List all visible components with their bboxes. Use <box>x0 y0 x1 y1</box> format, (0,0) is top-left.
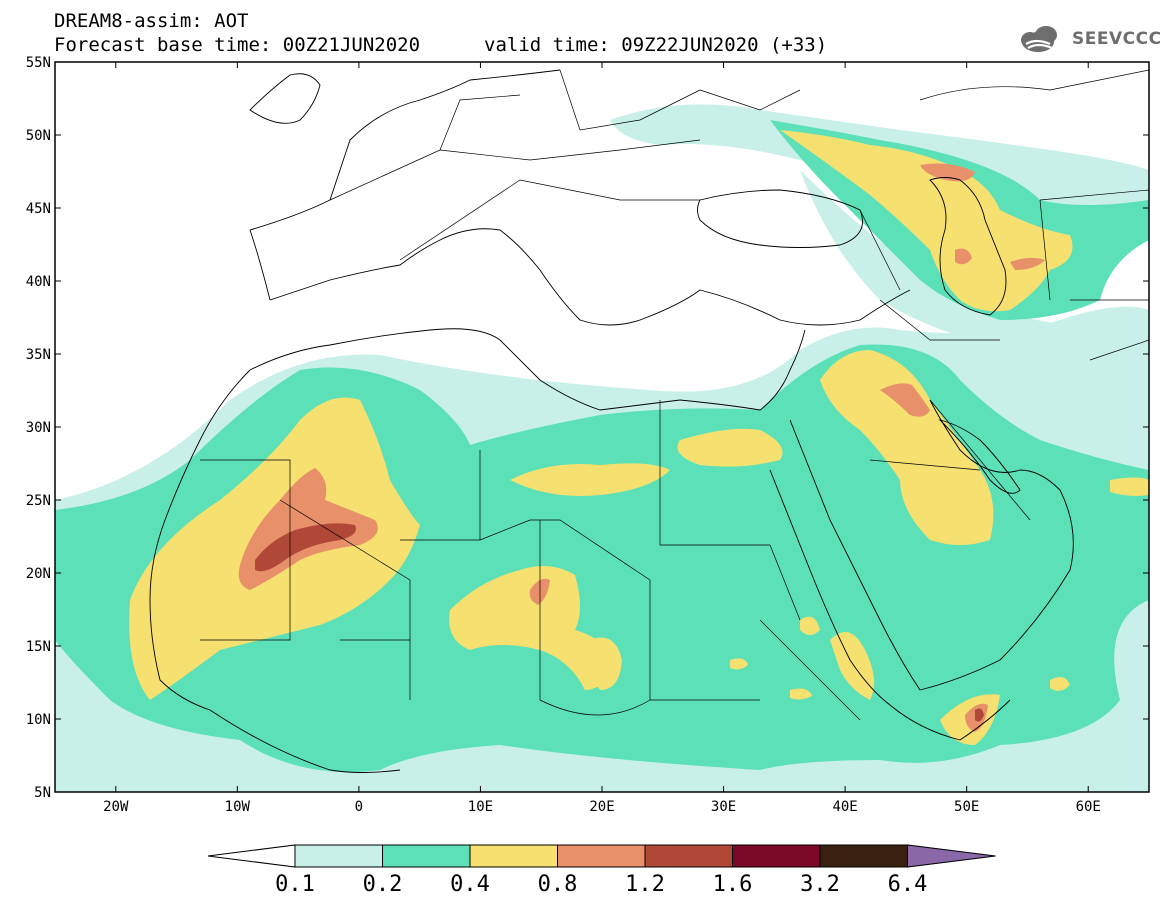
lon-label: 10W <box>225 799 251 815</box>
colorbar-label: 0.8 <box>538 872 578 897</box>
lon-label: 60E <box>1076 799 1101 815</box>
colorbar-label: 0.4 <box>450 872 490 897</box>
colorbar: 0.1 0.2 0.4 0.8 1.2 1.6 3.2 6.4 <box>207 844 996 897</box>
colorbar-label: 3.2 <box>800 872 840 897</box>
forecast-base-time: Forecast base time: 00Z21JUN2020 <box>54 34 421 56</box>
lat-label: 35N <box>26 347 51 363</box>
lat-label: 10N <box>26 712 51 728</box>
lon-axis: 20W 10W 0 10E 20E 30E 40E 50E 60E <box>103 62 1101 815</box>
aot-band-1.2 <box>255 523 984 722</box>
map-title: DREAM8-assim: AOT <box>54 10 249 32</box>
aot-field <box>55 62 1149 792</box>
logo-text: SEEVCCC <box>1072 29 1162 49</box>
colorbar-label: 0.1 <box>275 872 315 897</box>
coastlines <box>149 69 1074 773</box>
colorbar-low-arrow <box>207 844 296 868</box>
cloud-icon <box>1021 26 1057 52</box>
lat-label: 55N <box>26 55 51 71</box>
lon-label: 30E <box>711 799 736 815</box>
colorbar-segment <box>294 844 383 868</box>
lon-label: 0 <box>355 799 363 815</box>
lat-label: 20N <box>26 566 51 582</box>
colorbar-segment <box>382 844 471 868</box>
lon-label: 40E <box>832 799 857 815</box>
lon-label: 50E <box>954 799 979 815</box>
lat-label: 40N <box>26 274 51 290</box>
lat-label: 45N <box>26 201 51 217</box>
country-borders <box>200 69 1149 721</box>
lon-label: 20W <box>103 799 129 815</box>
lon-label: 20E <box>589 799 614 815</box>
lat-label: 50N <box>26 128 51 144</box>
seevccc-logo <box>1021 26 1057 52</box>
colorbar-label: 1.2 <box>625 872 665 897</box>
colorbar-high-arrow <box>907 844 996 868</box>
valid-time: valid time: 09Z22JUN2020 (+33) <box>484 34 828 56</box>
lat-label: 15N <box>26 639 51 655</box>
lat-label: 5N <box>34 785 51 801</box>
lat-axis: 5N 10N 15N 20N 25N 30N 35N 40N 45N 50N 55N <box>26 55 1149 801</box>
colorbar-label: 1.6 <box>713 872 753 897</box>
colorbar-segment <box>557 844 646 868</box>
colorbar-segment <box>644 844 733 868</box>
lon-label: 10E <box>468 799 493 815</box>
colorbar-segment <box>732 844 821 868</box>
colorbar-label: 6.4 <box>888 872 928 897</box>
colorbar-label: 0.2 <box>363 872 403 897</box>
colorbar-segment <box>469 844 558 868</box>
colorbar-segment <box>819 844 908 868</box>
lat-label: 30N <box>26 420 51 436</box>
lat-label: 25N <box>26 493 51 509</box>
